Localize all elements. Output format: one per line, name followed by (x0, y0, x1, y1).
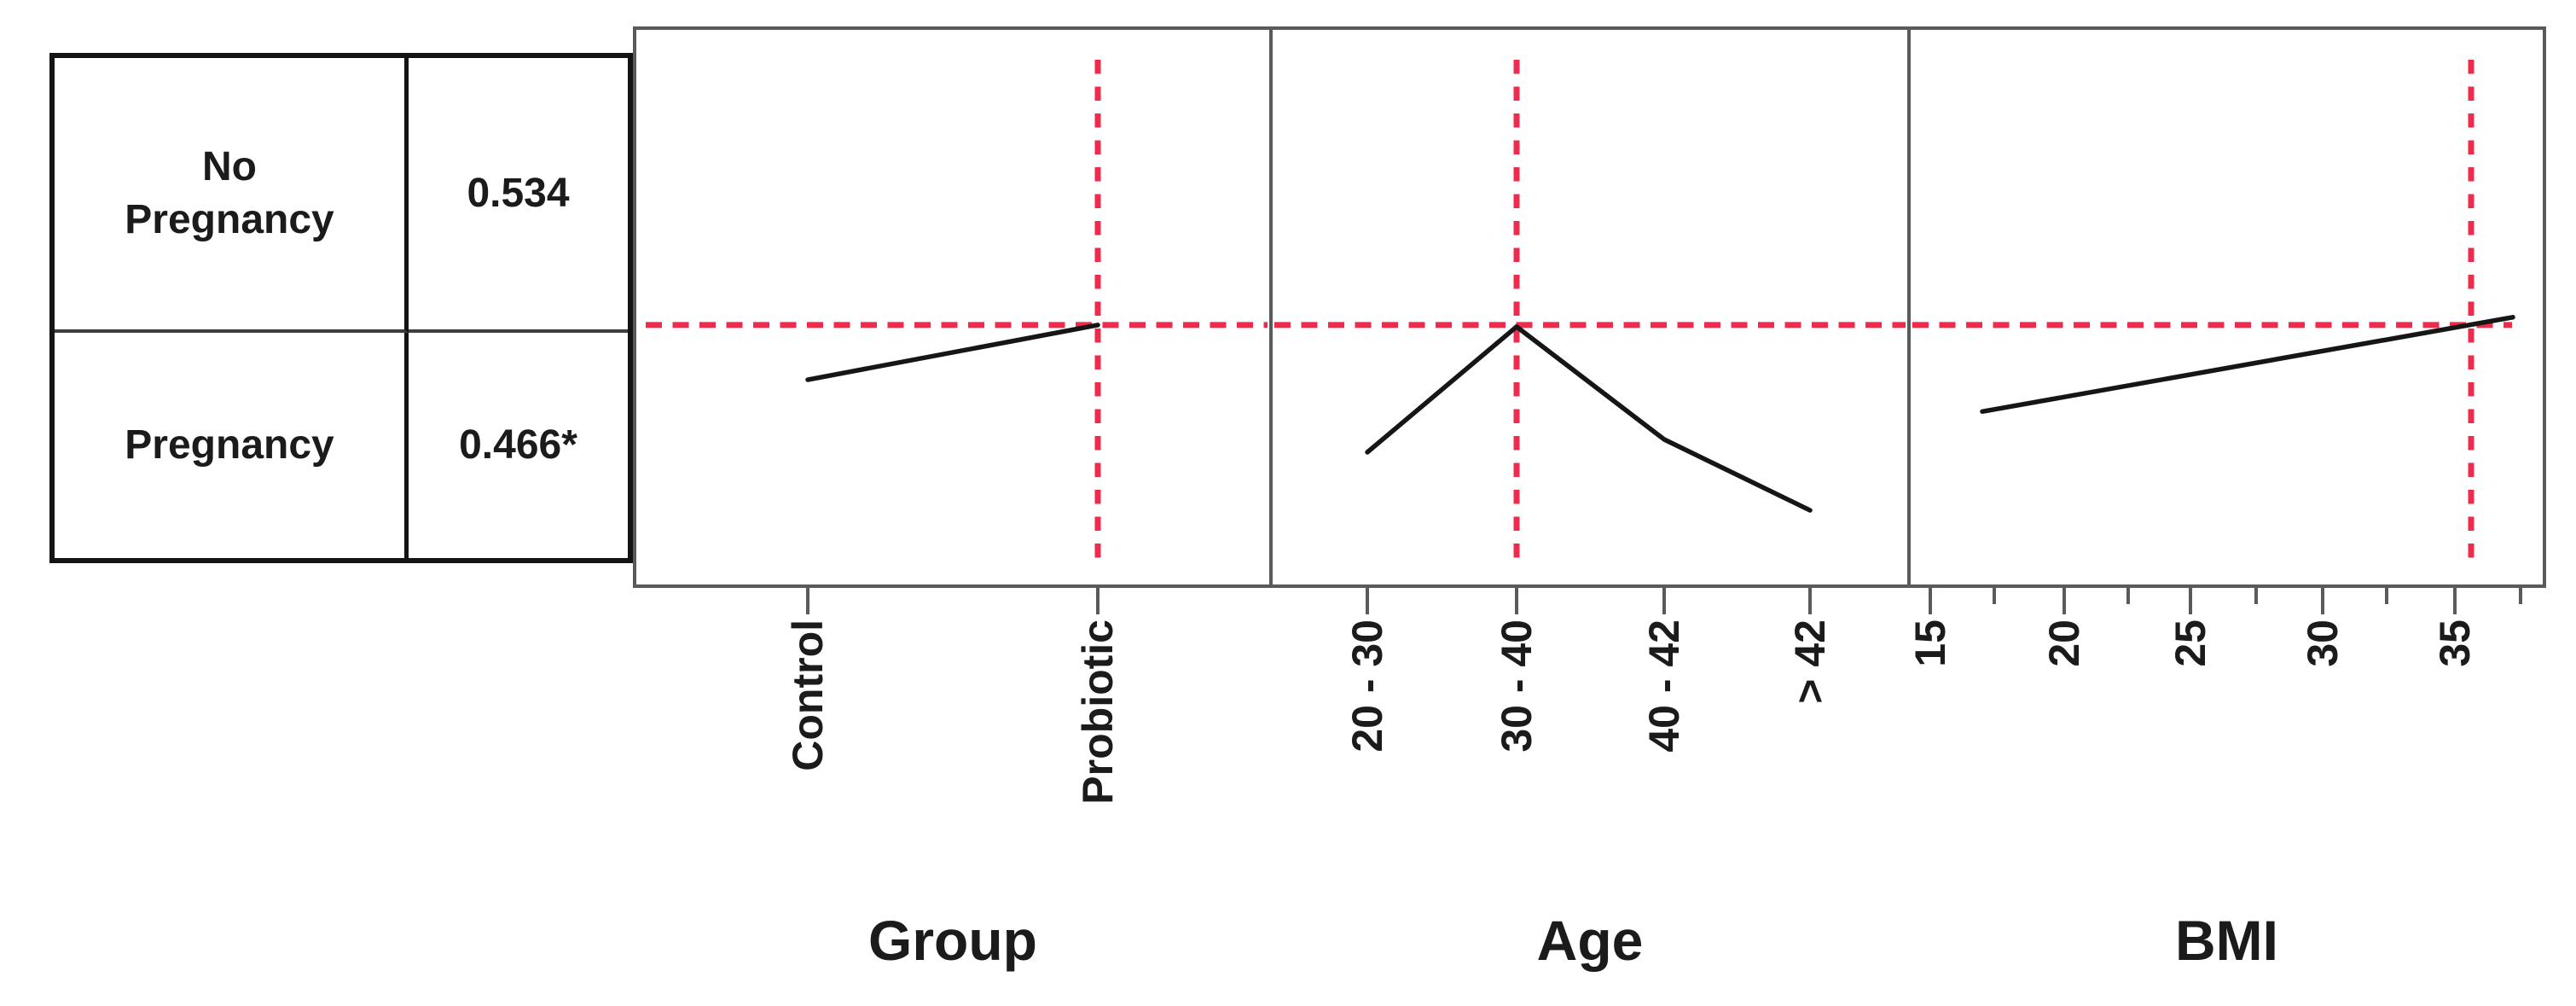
x-tick-label-bmi: 15 (1906, 619, 1954, 667)
panel-box-bmi (1907, 26, 2546, 588)
table-cell-pregnancy-label: Pregnancy (55, 333, 409, 558)
x-tick-label-bmi: 30 (2299, 619, 2347, 667)
table-cell-no-pregnancy-value: 0.534 (409, 58, 628, 333)
axis-title-bmi: BMI (2175, 909, 2278, 972)
x-tick-label-group: Control (784, 619, 832, 771)
axis-title-age: Age (1537, 909, 1644, 972)
effect-line-bmi (1980, 315, 2515, 415)
x-tick-label-bmi: 35 (2431, 619, 2479, 667)
x-tick-label-bmi: 25 (2167, 619, 2214, 667)
effect-line-age (1365, 324, 1813, 513)
x-tick-label-age: 40 - 42 (1640, 619, 1688, 753)
table-cell-pregnancy-value: 0.466* (459, 422, 577, 468)
x-tick-label-age: 30 - 40 (1493, 619, 1540, 753)
panel-box-group (633, 26, 1273, 588)
x-tick-label-age: 20 - 30 (1343, 619, 1391, 753)
x-tick-label-group: Probiotic (1074, 619, 1122, 805)
pregnancy-rate-table: No Pregnancy 0.534 Pregnancy 0.466* (49, 53, 633, 563)
axis-title-group: Group (868, 909, 1037, 972)
effect-line-group (805, 323, 1100, 382)
table-cell-no-pregnancy-label: No Pregnancy (55, 58, 409, 333)
x-tick-label-bmi: 20 (2040, 619, 2088, 667)
panel-box-age (1269, 26, 1911, 588)
x-tick-label-age: > 42 (1786, 619, 1834, 704)
